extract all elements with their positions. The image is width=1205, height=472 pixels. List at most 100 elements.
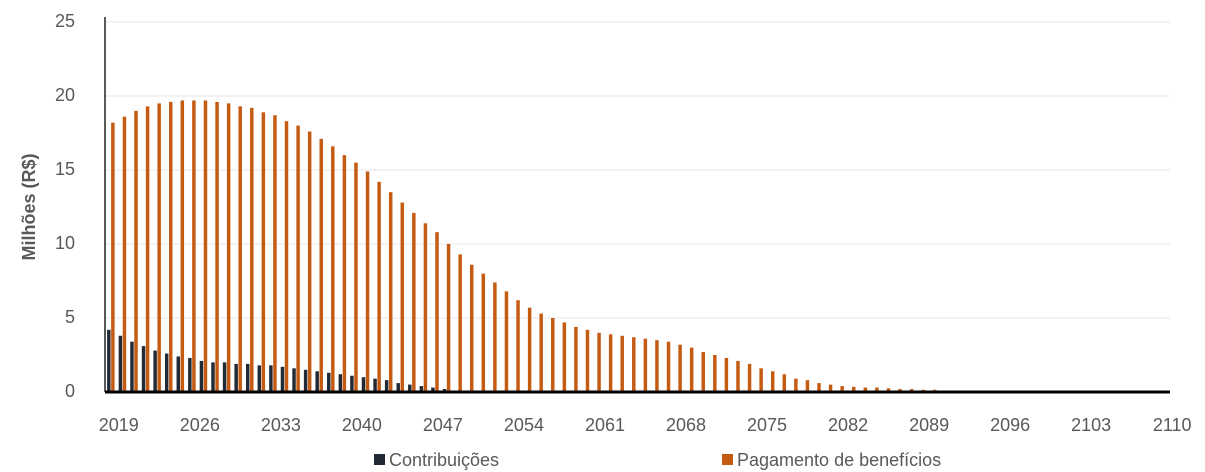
bar <box>400 202 405 392</box>
bar <box>338 374 343 392</box>
bar <box>303 369 308 392</box>
bar <box>130 341 134 392</box>
bar <box>724 357 729 392</box>
bar <box>655 340 659 392</box>
x-tick-label: 2110 <box>1153 415 1192 435</box>
bar <box>419 386 424 392</box>
x-tick-label: 2047 <box>423 415 463 435</box>
bar <box>384 380 389 392</box>
bar <box>238 106 242 393</box>
bar <box>840 386 844 392</box>
bar <box>504 291 509 392</box>
bar <box>632 337 636 392</box>
bar <box>377 181 381 392</box>
bar <box>118 335 123 392</box>
bar <box>169 101 173 393</box>
bar <box>284 121 289 392</box>
bar <box>245 363 250 392</box>
y-tick-label: 0 <box>65 381 75 401</box>
bar <box>817 383 821 392</box>
bar <box>234 363 238 392</box>
y-tick-label: 5 <box>65 307 75 327</box>
bar <box>211 362 215 392</box>
bar <box>446 244 451 392</box>
y-tick-label: 15 <box>55 159 75 179</box>
bar <box>678 344 682 392</box>
x-tick-label: 2075 <box>747 415 787 435</box>
bar <box>805 380 810 392</box>
bar <box>280 366 285 392</box>
bar <box>157 103 161 393</box>
bar <box>516 300 520 392</box>
x-tick-label: 2068 <box>666 415 706 435</box>
x-tick-label: 2054 <box>504 415 544 435</box>
bar <box>327 372 331 392</box>
bar <box>481 273 486 392</box>
x-tick-label: 2096 <box>990 415 1030 435</box>
bar <box>215 101 219 393</box>
bar <box>759 368 763 392</box>
bar <box>296 125 300 392</box>
bar <box>620 335 624 392</box>
bar <box>493 282 497 392</box>
bar <box>192 100 196 392</box>
x-tick-label: 2033 <box>261 415 301 435</box>
legend-swatch <box>374 454 385 465</box>
x-tick-label: 2026 <box>180 415 220 435</box>
bar <box>435 232 439 392</box>
legend-label: Contribuições <box>389 450 499 470</box>
bar <box>350 375 354 392</box>
bar <box>886 388 891 392</box>
bar <box>292 368 296 392</box>
bar <box>863 387 868 392</box>
bar <box>388 192 393 392</box>
x-tick-label: 2103 <box>1071 415 1111 435</box>
bar <box>250 107 254 392</box>
bar <box>319 138 323 392</box>
bar <box>199 360 204 392</box>
bar <box>666 341 671 392</box>
bar <box>342 155 347 392</box>
bar <box>794 378 798 392</box>
x-tick-label: 2082 <box>828 415 868 435</box>
bar <box>226 103 231 393</box>
legend-label: Pagamento de benefícios <box>737 450 941 470</box>
x-tick-label: 2040 <box>342 415 382 435</box>
bar <box>261 112 266 392</box>
bar <box>423 223 428 392</box>
bar <box>203 100 208 392</box>
bar <box>222 362 227 392</box>
bar <box>373 378 377 392</box>
x-tick-label: 2061 <box>585 415 625 435</box>
bar <box>527 307 532 392</box>
bar <box>153 350 157 392</box>
bar <box>562 322 567 392</box>
bar <box>852 386 856 392</box>
bar <box>273 115 277 393</box>
bar <box>431 387 435 392</box>
bar <box>585 329 590 392</box>
y-tick-label: 25 <box>55 11 75 31</box>
bar <box>736 360 740 392</box>
bar <box>180 100 185 392</box>
bar <box>770 371 775 392</box>
bar <box>469 264 474 392</box>
y-axis-label: Milhões (R$) <box>19 153 39 260</box>
bar <box>539 313 543 392</box>
bar <box>111 122 115 392</box>
bar <box>551 318 555 392</box>
bar <box>643 338 648 392</box>
y-tick-label: 10 <box>55 233 75 253</box>
bar <box>307 131 312 392</box>
bar <box>713 355 717 392</box>
bar <box>412 212 416 392</box>
bar <box>597 332 601 392</box>
bar <box>875 387 879 392</box>
bar <box>408 384 412 392</box>
bar <box>141 346 146 392</box>
bar <box>608 334 613 392</box>
x-tick-label: 2089 <box>909 415 949 435</box>
bar <box>354 162 358 392</box>
x-tick-label: 2019 <box>99 415 139 435</box>
